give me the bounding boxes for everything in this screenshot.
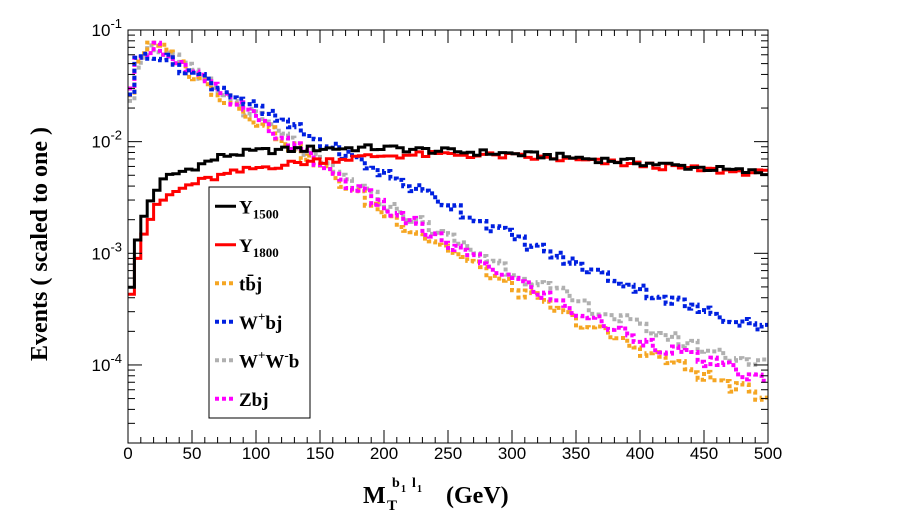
legend-box (208, 186, 311, 419)
y-tick-label: 10-4 (92, 351, 122, 375)
x-axis-title-unit: (GeV) (446, 483, 509, 509)
x-tick-label: 0 (123, 444, 132, 463)
series-line-0 (128, 143, 768, 289)
series-line-3 (128, 51, 768, 332)
legend-label: Y1800 (239, 236, 279, 260)
x-tick-label: 350 (562, 444, 590, 463)
series-line-1 (128, 150, 768, 296)
x-axis-title-sup-b: b (392, 476, 400, 491)
x-tick-label: 300 (498, 444, 526, 463)
y-tick-label: 10-2 (92, 128, 122, 152)
x-tick-label: 200 (370, 444, 398, 463)
legend-label: Zbj (239, 390, 269, 411)
y-tick-label: 10-1 (92, 16, 122, 40)
legend-label: W+W-b (239, 347, 299, 372)
ticks-layer (127, 29, 769, 444)
x-tick-label: 250 (434, 444, 462, 463)
series-layer (128, 40, 768, 402)
x-tick-label: 450 (690, 444, 718, 463)
y-axis-title: Events ( scaled to one ) (27, 127, 53, 361)
x-tick-label: 400 (626, 444, 654, 463)
legend-label: W+bj (239, 309, 282, 334)
x-axis-title-sup-l-sub: 1 (417, 484, 422, 495)
x-axis-title: M T b 1 l 1 (GeV) (363, 467, 509, 516)
x-axis-title-sub: T (387, 498, 397, 514)
x-axis-title-sup-l: l (412, 476, 416, 491)
x-axis-title-base: M (363, 483, 386, 509)
series-line-5 (128, 40, 768, 383)
legend-label: tb̄j (239, 274, 262, 296)
y-tick-label: 10-3 (92, 239, 122, 263)
x-tick-label: 500 (754, 444, 782, 463)
x-tick-label: 150 (306, 444, 334, 463)
legend: Y1500 Y1800 tb̄j W+bj W+W-b Zbj (208, 186, 311, 419)
x-tick-label: 100 (242, 444, 270, 463)
x-tick-label: 50 (183, 444, 202, 463)
x-axis-title-sup-b-sub: 1 (401, 484, 406, 495)
tick-labels-layer: 0 50 100 150 200 250 300 350 400 450 500 10-1 10-2 10… (92, 16, 783, 463)
legend-label: Y1500 (239, 197, 279, 221)
